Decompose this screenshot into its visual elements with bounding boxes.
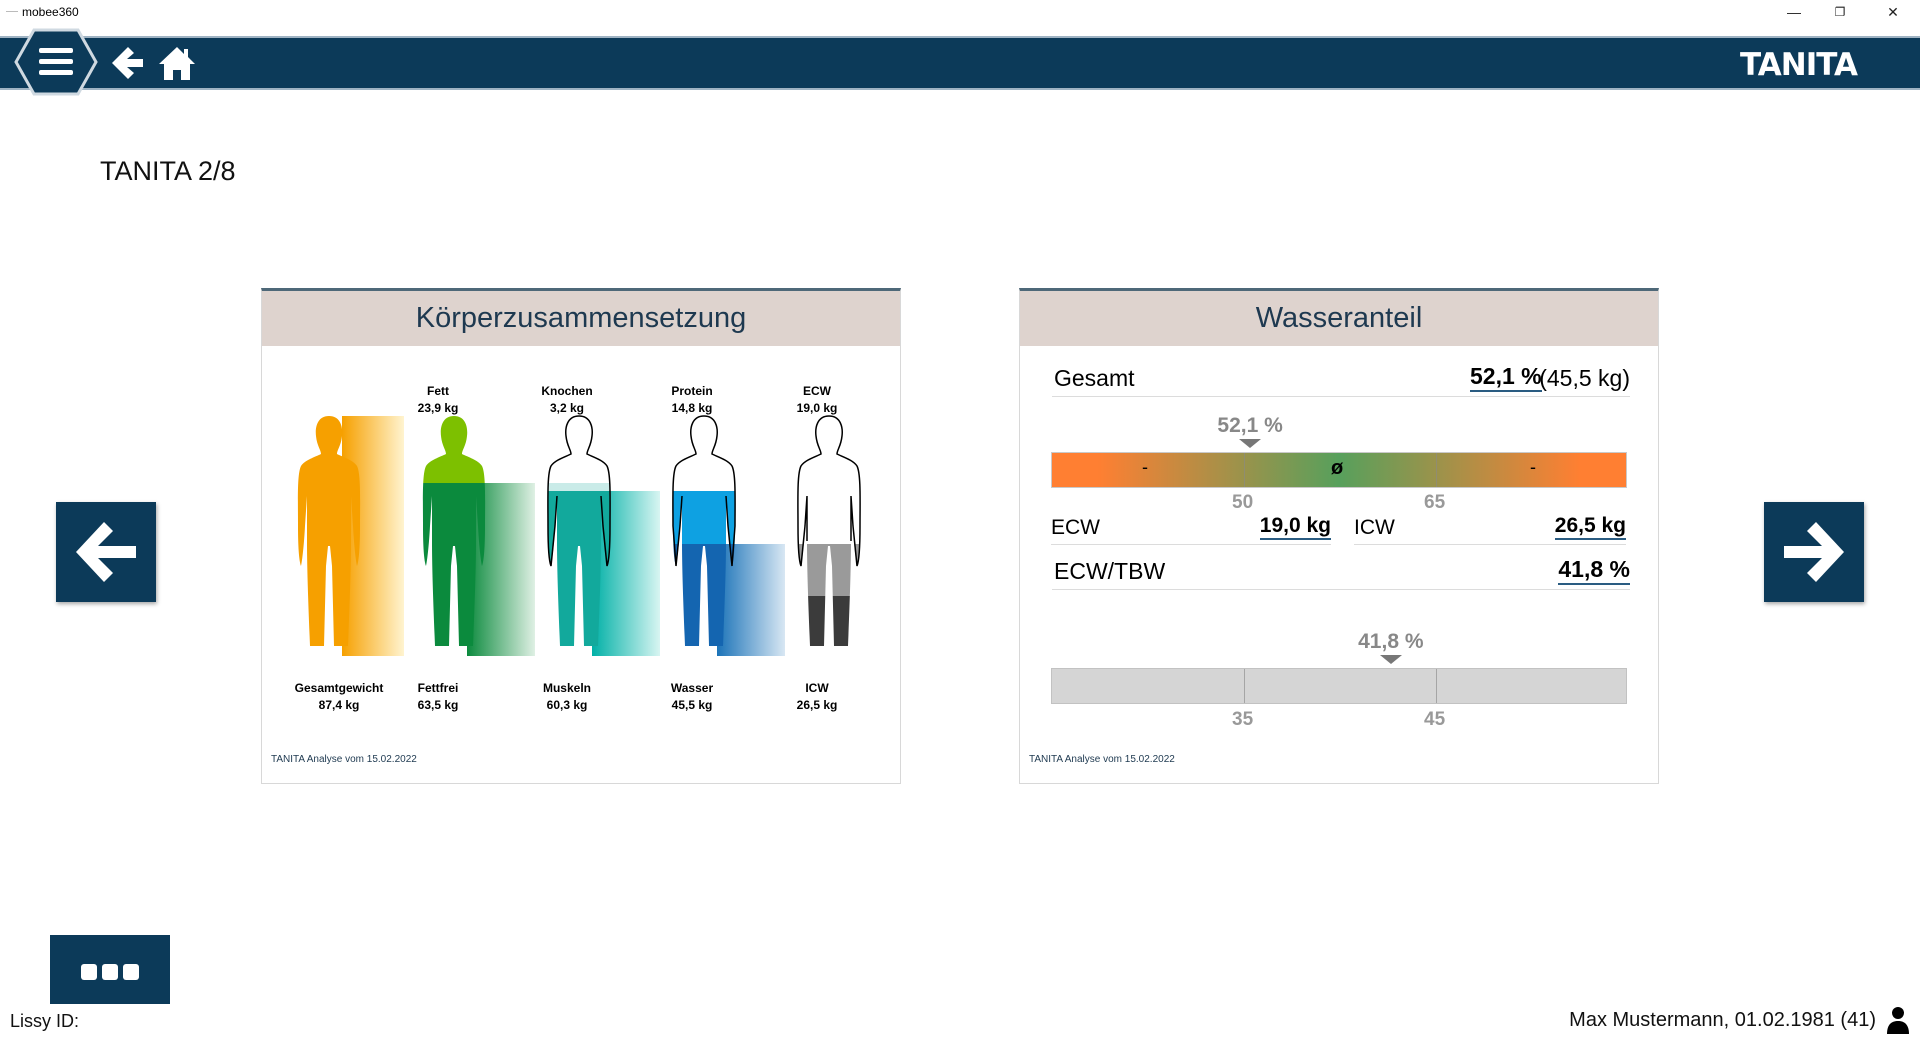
previous-page-button[interactable]	[56, 502, 156, 602]
scale-zone-high: -	[1530, 457, 1536, 477]
restore-button[interactable]: ❐	[1834, 5, 1846, 19]
arrow-left-icon	[76, 522, 136, 582]
scale-zone-low: -	[1142, 457, 1148, 477]
app-icon	[6, 11, 18, 12]
label-fettfrei: Fettfrei 63,5 kg	[417, 681, 459, 712]
lissy-id-label: Lissy ID:	[10, 1011, 80, 1031]
total-water-kg: (45,5 kg)	[1539, 365, 1630, 391]
window-titlebar: mobee360 — ❐ ✕	[0, 0, 1920, 25]
icw-value: 26,5 kg	[1554, 514, 1626, 540]
icw-row: ICW 26,5 kg	[1354, 509, 1626, 545]
more-options-button[interactable]	[50, 935, 170, 1004]
label-knochen: Knochen 3,2 kg	[541, 384, 593, 415]
scale-zone-average: ø	[1331, 457, 1344, 479]
icw-label: ICW	[1354, 516, 1395, 539]
label-gesamtgewicht: Gesamtgewicht 87,4 kg	[294, 681, 384, 712]
ecw-value: 19,0 kg	[1259, 514, 1331, 540]
ratio-scale-bar	[1051, 668, 1627, 704]
ecw-row: ECW 19,0 kg	[1051, 509, 1331, 545]
ratio-scale-tick-35: 35	[1232, 709, 1254, 730]
water-band	[717, 544, 785, 656]
ecw-label: ECW	[1051, 516, 1100, 539]
analysis-date: TANITA Analyse vom 15.02.2022	[1029, 754, 1175, 765]
tanita-logo: TANITA	[1740, 47, 1858, 83]
body-composition-title: Körperzusammensetzung	[262, 291, 900, 346]
back-arrow-icon[interactable]	[108, 44, 146, 82]
hamburger-icon	[39, 48, 73, 75]
water-scale-marker	[1239, 439, 1262, 448]
body-composition-card: Körperzusammensetzung	[261, 288, 901, 784]
label-ecw: ECW 19,0 kg	[796, 384, 838, 415]
water-scale-tick-50: 50	[1232, 492, 1254, 513]
user-icon[interactable]	[1886, 1006, 1910, 1034]
minimize-button[interactable]: —	[1787, 4, 1801, 20]
water-scale-marker-label: 52,1 %	[1217, 414, 1283, 437]
ecw-tbw-row: ECW/TBW 41,8 %	[1052, 554, 1630, 590]
water-scale-tick-65: 65	[1424, 492, 1446, 513]
water-share-title: Wasseranteil	[1020, 291, 1658, 346]
arrow-right-icon	[1784, 522, 1844, 582]
menu-hamburger-button[interactable]	[14, 28, 98, 96]
body-composition-figure	[297, 415, 861, 656]
ratio-scale-marker-label: 41,8 %	[1358, 630, 1424, 653]
ecw-tbw-value: 41,8 %	[1558, 556, 1630, 585]
total-water-label: Gesamt	[1054, 365, 1135, 391]
next-page-button[interactable]	[1764, 502, 1864, 602]
total-water-percent: 52,1 %	[1470, 363, 1542, 392]
analysis-date: TANITA Analyse vom 15.02.2022	[271, 754, 417, 765]
more-dots-icon	[81, 964, 97, 980]
more-dots-icon	[102, 964, 118, 980]
close-button[interactable]: ✕	[1887, 4, 1899, 20]
app-header	[0, 36, 1920, 90]
label-muskeln: Muskeln 60,3 kg	[542, 681, 591, 712]
water-scale-bar: - ø -	[1051, 452, 1627, 488]
ratio-scale-tick-45: 45	[1424, 709, 1446, 730]
ratio-scale-marker	[1379, 655, 1402, 664]
label-fett: Fett 23,9 kg	[417, 384, 459, 415]
label-icw: ICW 26,5 kg	[796, 681, 838, 712]
page-title: TANITA 2/8	[100, 156, 236, 186]
figure-ecw-icw	[797, 415, 861, 646]
weight-band	[342, 416, 404, 656]
label-protein: Protein 14,8 kg	[671, 384, 713, 415]
total-water-row: Gesamt 52,1 % (45,5 kg)	[1052, 361, 1630, 397]
ecw-tbw-label: ECW/TBW	[1054, 558, 1166, 584]
water-share-card: Wasseranteil Gesamt 52,1 % (45,5 kg) 52,…	[1019, 288, 1659, 784]
patient-info: Max Mustermann, 01.02.1981 (41)	[1569, 1009, 1876, 1031]
home-icon[interactable]	[157, 44, 197, 82]
label-wasser: Wasser 45,5 kg	[670, 681, 714, 712]
more-dots-icon	[123, 964, 139, 980]
window-title: mobee360	[22, 5, 79, 19]
